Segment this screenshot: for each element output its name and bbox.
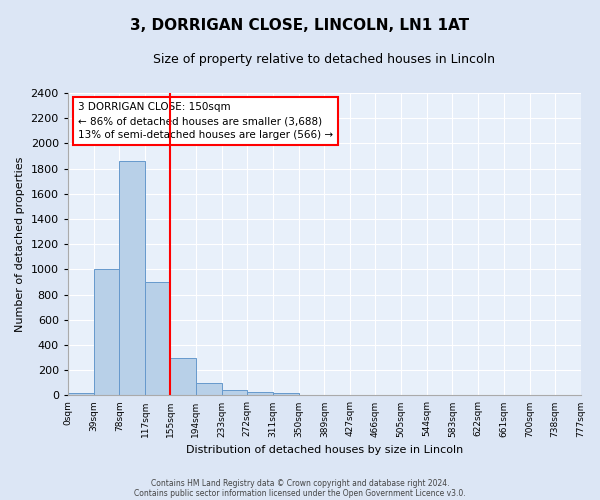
- Y-axis label: Number of detached properties: Number of detached properties: [15, 156, 25, 332]
- Bar: [247, 392, 273, 396]
- Text: Contains public sector information licensed under the Open Government Licence v3: Contains public sector information licen…: [134, 488, 466, 498]
- Text: 3, DORRIGAN CLOSE, LINCOLN, LN1 1AT: 3, DORRIGAN CLOSE, LINCOLN, LN1 1AT: [130, 18, 470, 32]
- Bar: [68, 393, 94, 396]
- Bar: [145, 282, 170, 396]
- Text: 3 DORRIGAN CLOSE: 150sqm
← 86% of detached houses are smaller (3,688)
13% of sem: 3 DORRIGAN CLOSE: 150sqm ← 86% of detach…: [78, 102, 333, 140]
- Bar: [170, 358, 196, 396]
- Text: Contains HM Land Registry data © Crown copyright and database right 2024.: Contains HM Land Registry data © Crown c…: [151, 478, 449, 488]
- Bar: [273, 393, 299, 396]
- Bar: [221, 390, 247, 396]
- Bar: [119, 161, 145, 396]
- X-axis label: Distribution of detached houses by size in Lincoln: Distribution of detached houses by size …: [185, 445, 463, 455]
- Title: Size of property relative to detached houses in Lincoln: Size of property relative to detached ho…: [153, 52, 495, 66]
- Bar: [196, 383, 221, 396]
- Bar: [94, 270, 119, 396]
